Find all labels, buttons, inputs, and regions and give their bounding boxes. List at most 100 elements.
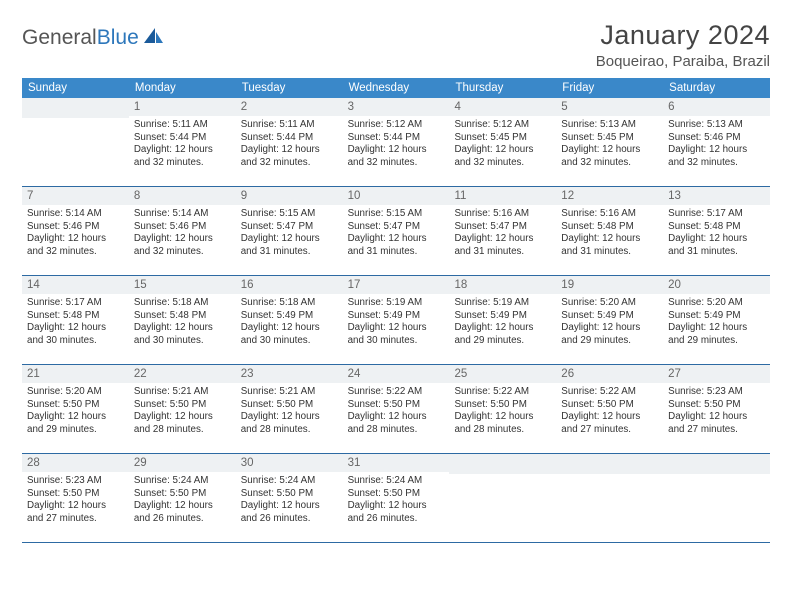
day-cell: 17Sunrise: 5:19 AMSunset: 5:49 PMDayligh…	[343, 276, 450, 364]
day-number: 21	[22, 365, 129, 383]
day-body: Sunrise: 5:17 AMSunset: 5:48 PMDaylight:…	[22, 294, 129, 351]
day-body: Sunrise: 5:21 AMSunset: 5:50 PMDaylight:…	[129, 383, 236, 440]
daylight-line: Daylight: 12 hours and 31 minutes.	[668, 233, 765, 258]
daylight-line: Daylight: 12 hours and 31 minutes.	[454, 233, 551, 258]
day-number: 13	[663, 187, 770, 205]
day-cell: 30Sunrise: 5:24 AMSunset: 5:50 PMDayligh…	[236, 454, 343, 542]
sunrise-line: Sunrise: 5:23 AM	[668, 386, 765, 399]
week-row: 7Sunrise: 5:14 AMSunset: 5:46 PMDaylight…	[22, 187, 770, 276]
sunrise-line: Sunrise: 5:14 AM	[27, 208, 124, 221]
day-number: 29	[129, 454, 236, 472]
day-number: 31	[343, 454, 450, 472]
day-number: 17	[343, 276, 450, 294]
day-body: Sunrise: 5:22 AMSunset: 5:50 PMDaylight:…	[449, 383, 556, 440]
sunrise-line: Sunrise: 5:21 AM	[241, 386, 338, 399]
day-number: 5	[556, 98, 663, 116]
sunrise-line: Sunrise: 5:19 AM	[454, 297, 551, 310]
day-body: Sunrise: 5:14 AMSunset: 5:46 PMDaylight:…	[129, 205, 236, 262]
day-cell: 26Sunrise: 5:22 AMSunset: 5:50 PMDayligh…	[556, 365, 663, 453]
sunrise-line: Sunrise: 5:18 AM	[134, 297, 231, 310]
day-cell	[663, 454, 770, 542]
daylight-line: Daylight: 12 hours and 28 minutes.	[454, 411, 551, 436]
sunset-line: Sunset: 5:49 PM	[241, 310, 338, 323]
daylight-line: Daylight: 12 hours and 31 minutes.	[241, 233, 338, 258]
sunset-line: Sunset: 5:50 PM	[134, 399, 231, 412]
sunrise-line: Sunrise: 5:17 AM	[27, 297, 124, 310]
day-number-empty	[556, 454, 663, 474]
day-body: Sunrise: 5:20 AMSunset: 5:50 PMDaylight:…	[22, 383, 129, 440]
day-body: Sunrise: 5:13 AMSunset: 5:45 PMDaylight:…	[556, 116, 663, 173]
day-body: Sunrise: 5:21 AMSunset: 5:50 PMDaylight:…	[236, 383, 343, 440]
day-number: 28	[22, 454, 129, 472]
day-number: 25	[449, 365, 556, 383]
weekday-header: Wednesday	[343, 78, 450, 98]
day-cell	[556, 454, 663, 542]
day-body: Sunrise: 5:11 AMSunset: 5:44 PMDaylight:…	[236, 116, 343, 173]
day-cell: 8Sunrise: 5:14 AMSunset: 5:46 PMDaylight…	[129, 187, 236, 275]
logo-gray: General	[22, 26, 97, 49]
day-number-empty	[663, 454, 770, 474]
daylight-line: Daylight: 12 hours and 30 minutes.	[241, 322, 338, 347]
day-body: Sunrise: 5:20 AMSunset: 5:49 PMDaylight:…	[556, 294, 663, 351]
daylight-line: Daylight: 12 hours and 29 minutes.	[27, 411, 124, 436]
day-number: 30	[236, 454, 343, 472]
day-body: Sunrise: 5:12 AMSunset: 5:44 PMDaylight:…	[343, 116, 450, 173]
daylight-line: Daylight: 12 hours and 27 minutes.	[561, 411, 658, 436]
daylight-line: Daylight: 12 hours and 32 minutes.	[134, 233, 231, 258]
sunset-line: Sunset: 5:49 PM	[668, 310, 765, 323]
day-number: 8	[129, 187, 236, 205]
sunset-line: Sunset: 5:47 PM	[241, 221, 338, 234]
sunrise-line: Sunrise: 5:14 AM	[134, 208, 231, 221]
daylight-line: Daylight: 12 hours and 32 minutes.	[668, 144, 765, 169]
day-cell: 18Sunrise: 5:19 AMSunset: 5:49 PMDayligh…	[449, 276, 556, 364]
day-body: Sunrise: 5:17 AMSunset: 5:48 PMDaylight:…	[663, 205, 770, 262]
sunrise-line: Sunrise: 5:21 AM	[134, 386, 231, 399]
day-cell: 25Sunrise: 5:22 AMSunset: 5:50 PMDayligh…	[449, 365, 556, 453]
day-number: 11	[449, 187, 556, 205]
sunset-line: Sunset: 5:50 PM	[241, 399, 338, 412]
daylight-line: Daylight: 12 hours and 26 minutes.	[348, 500, 445, 525]
day-body: Sunrise: 5:23 AMSunset: 5:50 PMDaylight:…	[22, 472, 129, 529]
day-number: 7	[22, 187, 129, 205]
sunset-line: Sunset: 5:49 PM	[561, 310, 658, 323]
day-body: Sunrise: 5:24 AMSunset: 5:50 PMDaylight:…	[129, 472, 236, 529]
daylight-line: Daylight: 12 hours and 28 minutes.	[134, 411, 231, 436]
day-cell: 15Sunrise: 5:18 AMSunset: 5:48 PMDayligh…	[129, 276, 236, 364]
day-number: 19	[556, 276, 663, 294]
daylight-line: Daylight: 12 hours and 32 minutes.	[134, 144, 231, 169]
sunrise-line: Sunrise: 5:12 AM	[454, 119, 551, 132]
day-body: Sunrise: 5:19 AMSunset: 5:49 PMDaylight:…	[343, 294, 450, 351]
sunset-line: Sunset: 5:50 PM	[348, 488, 445, 501]
day-cell: 20Sunrise: 5:20 AMSunset: 5:49 PMDayligh…	[663, 276, 770, 364]
day-cell: 19Sunrise: 5:20 AMSunset: 5:49 PMDayligh…	[556, 276, 663, 364]
weekday-header: Monday	[129, 78, 236, 98]
day-number: 24	[343, 365, 450, 383]
weekday-row: SundayMondayTuesdayWednesdayThursdayFrid…	[22, 78, 770, 98]
daylight-line: Daylight: 12 hours and 29 minutes.	[668, 322, 765, 347]
week-row: 28Sunrise: 5:23 AMSunset: 5:50 PMDayligh…	[22, 454, 770, 543]
location: Boqueirao, Paraiba, Brazil	[596, 53, 770, 70]
sunrise-line: Sunrise: 5:11 AM	[134, 119, 231, 132]
sunset-line: Sunset: 5:50 PM	[348, 399, 445, 412]
sunrise-line: Sunrise: 5:16 AM	[454, 208, 551, 221]
sunset-line: Sunset: 5:48 PM	[27, 310, 124, 323]
sunset-line: Sunset: 5:48 PM	[134, 310, 231, 323]
day-cell: 9Sunrise: 5:15 AMSunset: 5:47 PMDaylight…	[236, 187, 343, 275]
day-body: Sunrise: 5:15 AMSunset: 5:47 PMDaylight:…	[236, 205, 343, 262]
sunset-line: Sunset: 5:50 PM	[454, 399, 551, 412]
day-cell: 21Sunrise: 5:20 AMSunset: 5:50 PMDayligh…	[22, 365, 129, 453]
day-number-empty	[449, 454, 556, 474]
sunset-line: Sunset: 5:47 PM	[348, 221, 445, 234]
day-body: Sunrise: 5:14 AMSunset: 5:46 PMDaylight:…	[22, 205, 129, 262]
day-cell: 28Sunrise: 5:23 AMSunset: 5:50 PMDayligh…	[22, 454, 129, 542]
daylight-line: Daylight: 12 hours and 28 minutes.	[241, 411, 338, 436]
day-body: Sunrise: 5:16 AMSunset: 5:47 PMDaylight:…	[449, 205, 556, 262]
day-number: 20	[663, 276, 770, 294]
day-cell: 6Sunrise: 5:13 AMSunset: 5:46 PMDaylight…	[663, 98, 770, 186]
weekday-header: Sunday	[22, 78, 129, 98]
day-number: 12	[556, 187, 663, 205]
sunset-line: Sunset: 5:45 PM	[561, 132, 658, 145]
sunset-line: Sunset: 5:46 PM	[134, 221, 231, 234]
day-cell: 3Sunrise: 5:12 AMSunset: 5:44 PMDaylight…	[343, 98, 450, 186]
sunrise-line: Sunrise: 5:19 AM	[348, 297, 445, 310]
